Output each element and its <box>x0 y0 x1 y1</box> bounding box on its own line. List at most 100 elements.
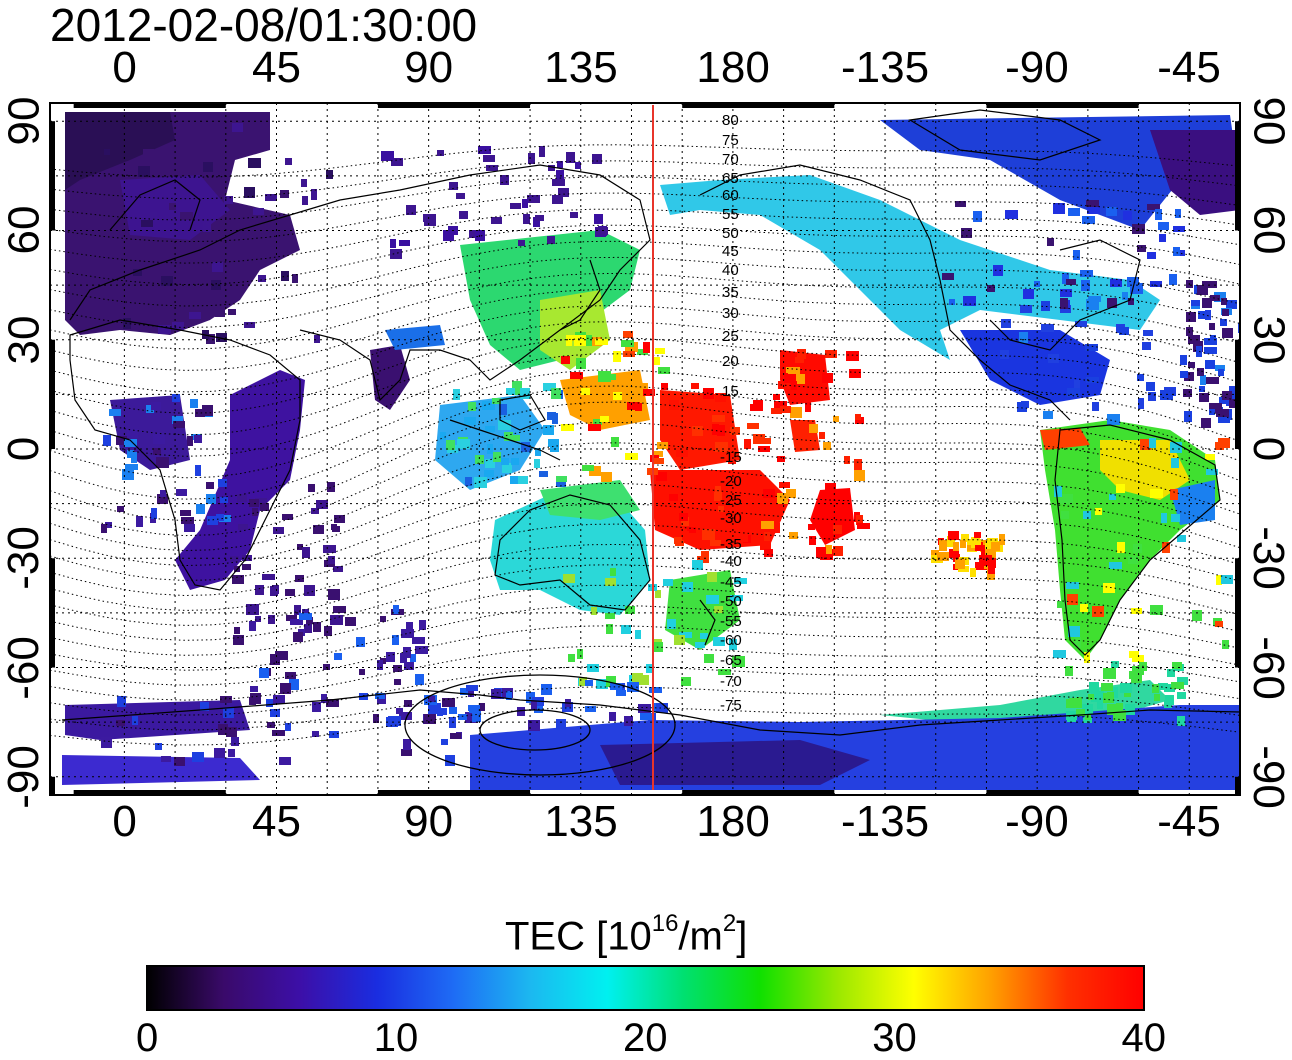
tec-pixel <box>655 348 665 354</box>
tec-pixel <box>1140 439 1151 450</box>
tec-pixel <box>568 654 575 662</box>
contour-label: 60 <box>722 187 739 204</box>
contour-label: 25 <box>722 328 739 345</box>
tec-pixel <box>679 632 692 638</box>
tec-pixel <box>717 425 725 436</box>
tec-pixel <box>714 492 722 501</box>
tec-pixel <box>386 652 395 662</box>
tec-pixel <box>324 626 332 636</box>
tec-pixel <box>658 367 670 374</box>
tec-pixel <box>1080 604 1088 612</box>
magnetic-contour <box>50 337 1240 436</box>
colorbar <box>146 965 1145 1011</box>
tec-pixel <box>156 457 169 468</box>
tec-pixel <box>764 532 770 541</box>
tec-pixel <box>176 489 187 496</box>
tec-pixel <box>1150 489 1163 498</box>
tec-pixel <box>712 415 725 422</box>
tec-pixel <box>1116 484 1125 493</box>
contour-label: -40 <box>720 553 742 570</box>
tec-pixel <box>207 516 218 525</box>
tec-pixel <box>445 755 455 766</box>
tec-pixel <box>681 677 691 686</box>
tec-pixel <box>1186 312 1196 322</box>
tec-pixel <box>1084 652 1090 663</box>
tec-pixel <box>1125 704 1135 715</box>
tec-pixel <box>674 537 682 544</box>
tec-pixel <box>1000 350 1009 359</box>
tec-pixel <box>101 524 107 533</box>
tec-pixel <box>795 357 804 363</box>
tec-pixel <box>1210 295 1220 301</box>
tec-pixel <box>552 413 558 424</box>
magnetic-contour <box>50 645 1240 701</box>
pole-contour-outer <box>404 674 676 776</box>
tec-pixel <box>1188 362 1195 368</box>
tec-pixel <box>479 703 485 711</box>
tec-pixel <box>252 508 258 516</box>
tec-pixel <box>823 442 831 450</box>
tec-pixel <box>816 547 826 558</box>
tec-pixel <box>591 607 597 615</box>
tec-pixel <box>1197 285 1208 295</box>
tec-pixel <box>180 212 193 220</box>
tec-pixel <box>143 281 151 291</box>
tec-pixel <box>233 635 244 645</box>
tec-pixel <box>1106 207 1117 216</box>
tec-pixel <box>1202 298 1212 308</box>
tec-pixel <box>561 424 574 431</box>
tec-pixel <box>1147 252 1156 259</box>
tec-pixel <box>784 373 796 383</box>
tec-pixel <box>302 547 310 558</box>
tec-pixel <box>734 476 742 486</box>
tec-pixel <box>184 524 195 532</box>
tec-pixel <box>1154 694 1160 701</box>
tec-pixel <box>244 322 255 328</box>
tec-pixel <box>521 442 530 452</box>
top-lon-tick: 45 <box>252 43 301 92</box>
tec-pixel <box>854 470 865 481</box>
tec-pixel <box>285 158 292 165</box>
tec-pixel <box>1087 205 1100 214</box>
tec-pixel <box>334 653 342 660</box>
tec-pixel <box>304 624 312 633</box>
tec-pixel <box>833 525 842 534</box>
tec-pixel <box>268 615 275 624</box>
tec-pixel <box>947 536 955 547</box>
tec-pixel <box>520 388 530 399</box>
tec-pixel <box>777 456 785 462</box>
tec-region-south-america-red <box>1040 428 1090 450</box>
tec-pixel <box>1086 377 1099 383</box>
tec-pixel <box>153 448 161 455</box>
tec-pixel <box>437 708 447 715</box>
tec-pixel <box>598 371 611 382</box>
tec-pixel <box>172 394 180 402</box>
tec-pixel <box>825 545 832 554</box>
contour-label: -20 <box>720 473 742 490</box>
tec-pixel <box>259 668 269 678</box>
tec-pixel <box>1172 662 1182 669</box>
tec-pixel <box>1067 594 1078 605</box>
tec-pixel <box>1142 342 1151 350</box>
tec-pixel <box>359 669 365 675</box>
tec-pixel <box>446 440 455 450</box>
tec-pixel <box>1176 250 1185 256</box>
tec-pixel <box>1146 382 1155 391</box>
tec-pixel <box>739 534 748 542</box>
tec-pixel <box>117 696 126 707</box>
tec-pixel <box>160 490 166 497</box>
tec-pixel <box>987 285 995 292</box>
top-lon-tick: 180 <box>696 43 770 92</box>
left-lat-tick: -90 <box>0 744 48 809</box>
tec-pixel <box>1061 511 1069 519</box>
tec-pixel <box>122 469 134 480</box>
frame-tick-bar <box>377 790 531 795</box>
tec-pixel <box>316 500 328 509</box>
tec-pixel <box>1127 277 1139 287</box>
coastline-north-america-east <box>989 239 1141 351</box>
tec-pixel <box>104 149 110 155</box>
tec-pixel <box>125 464 138 470</box>
tec-pixel <box>502 463 512 473</box>
tec-pixel <box>482 401 495 410</box>
tec-pixel <box>975 545 985 551</box>
